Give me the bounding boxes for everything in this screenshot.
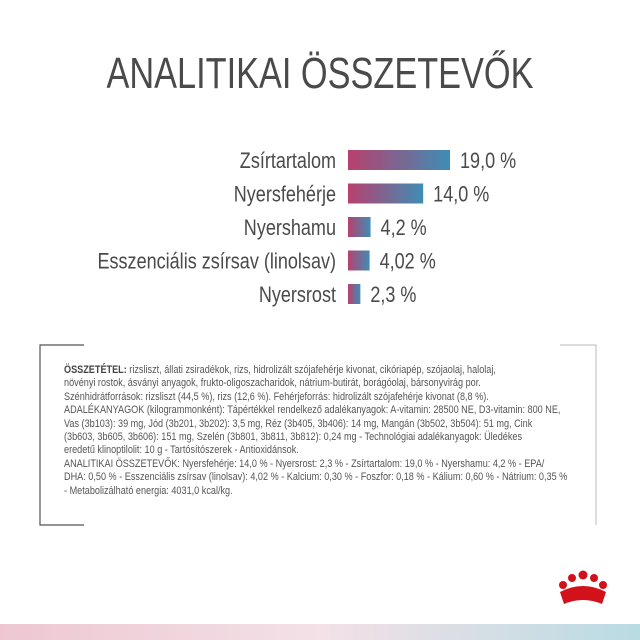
category-label: Nyersfehérje bbox=[234, 183, 336, 207]
value-label: 2,3 % bbox=[370, 283, 416, 307]
bar bbox=[348, 250, 370, 271]
value-label: 4,2 % bbox=[381, 216, 427, 240]
value-label: 4,02 % bbox=[380, 250, 436, 274]
value-label: 19,0 % bbox=[460, 149, 516, 173]
value-label: 14,0 % bbox=[433, 183, 489, 207]
composition-line: ÖSSZETÉTEL: rizsliszt, állati zsiradékok… bbox=[64, 364, 597, 377]
composition-text: rizsliszt, állati zsiradékok, rizs, hidr… bbox=[126, 364, 496, 376]
composition-line: növényi rostok, ásványi anyagok, frukto-… bbox=[64, 377, 597, 390]
bar bbox=[348, 217, 371, 237]
composition-line: eredetű klinoptilolit: 10 g - Tartósítós… bbox=[64, 444, 597, 457]
logo bbox=[559, 570, 607, 604]
bar bbox=[348, 284, 361, 304]
composition-text: Vas (3b103): 39 mg, Jód (3b201, 3b202): … bbox=[64, 417, 533, 430]
bar bbox=[348, 183, 424, 204]
composition-line: ADALÉKANYAGOK (kilogrammonként): Tápérté… bbox=[64, 404, 597, 417]
category-label: Nyershamu bbox=[244, 216, 336, 240]
composition-line: DHA: 0,50 % - Esszenciális zsírsav (lino… bbox=[64, 471, 597, 484]
composition-text: - Metabolizálható energia: 4031,0 kcal/k… bbox=[64, 484, 233, 497]
composition-line: (3b603, 3b605, 3b606): 151 mg, Szelén (3… bbox=[64, 431, 597, 444]
category-label: Zsírtartalom bbox=[240, 149, 336, 173]
category-label: Nyersrost bbox=[259, 283, 337, 307]
composition-line: Szénhidrátforrások: rizsliszt (44,5 %), … bbox=[64, 391, 597, 404]
composition-text: növényi rostok, ásványi anyagok, frukto-… bbox=[64, 377, 481, 390]
bottom-strip bbox=[0, 624, 640, 640]
composition-text: Szénhidrátforrások: rizsliszt (44,5 %), … bbox=[64, 390, 489, 403]
composition-label: ÖSSZETÉTEL: bbox=[64, 364, 127, 376]
composition-text: ANALITIKAI ÖSSZETEVŐK: Nyersfehérje: 14,… bbox=[64, 457, 545, 470]
composition-line: ANALITIKAI ÖSSZETEVŐK: Nyersfehérje: 14,… bbox=[64, 458, 597, 471]
composition-text: DHA: 0,50 % - Esszenciális zsírsav (lino… bbox=[64, 471, 568, 484]
box-frame bbox=[560, 344, 597, 525]
chart-title: ANALITIKAI ÖSSZETEVŐK bbox=[107, 49, 534, 98]
composition-line: - Metabolizálható energia: 4031,0 kcal/k… bbox=[64, 485, 597, 498]
composition-text: ADALÉKANYAGOK (kilogrammonként): Tápérté… bbox=[64, 404, 561, 417]
composition-text: (3b603, 3b605, 3b606): 151 mg, Szelén (3… bbox=[64, 431, 523, 444]
box-frame bbox=[39, 344, 84, 526]
category-label: Esszenciális zsírsav (linolsav) bbox=[97, 250, 336, 274]
bar bbox=[348, 150, 451, 170]
composition: ÖSSZETÉTEL: rizsliszt, állati zsiradékok… bbox=[64, 364, 597, 498]
composition-text: eredetű klinoptilolit: 10 g - Tartósítós… bbox=[64, 444, 299, 457]
composition-line: Vas (3b103): 39 mg, Jód (3b201, 3b202): … bbox=[64, 418, 597, 431]
